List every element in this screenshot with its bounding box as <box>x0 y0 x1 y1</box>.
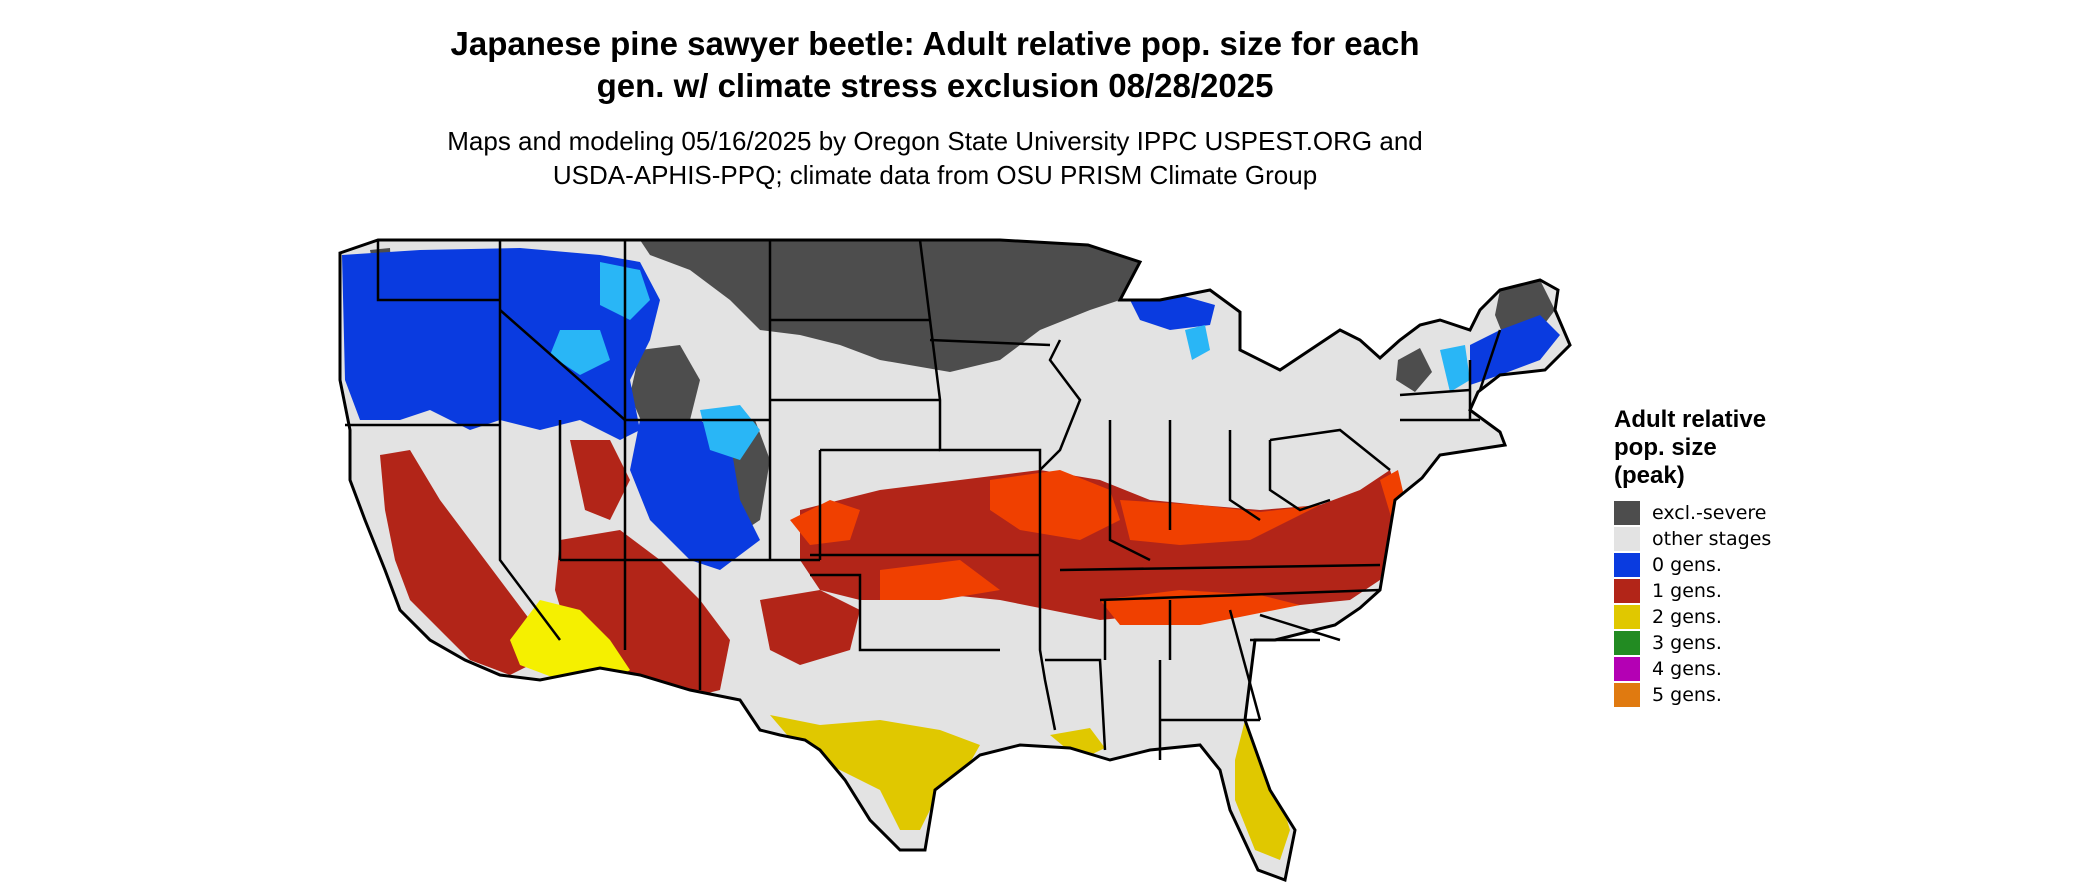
legend-label: 4 gens. <box>1652 658 1722 680</box>
legend-swatch <box>1614 553 1640 577</box>
legend-item-0-gens: 0 gens. <box>1614 552 1771 578</box>
legend-swatch <box>1614 579 1640 603</box>
region-one-gen-bright-oklahoma <box>880 560 1000 600</box>
state-boundaries <box>345 239 1502 760</box>
legend-items: excl.-severe other stages 0 gens. 1 gens… <box>1614 500 1771 708</box>
region-excluded-adirondacks <box>1396 348 1432 392</box>
region-one-gen-texas-panhandle <box>760 590 860 665</box>
region-two-gen-gulf-texas <box>770 715 980 830</box>
legend-label: 2 gens. <box>1652 606 1722 628</box>
legend-label: 1 gens. <box>1652 580 1722 602</box>
legend-swatch <box>1614 631 1640 655</box>
region-zero-gen-colorado <box>630 420 760 570</box>
legend-item-excl-severe: excl.-severe <box>1614 500 1771 526</box>
legend-title-line: (peak) <box>1614 462 1685 489</box>
legend-title-line: pop. size <box>1614 434 1717 461</box>
region-zero-gen-great-lakes <box>1130 295 1215 330</box>
map-subtitle-line-2: USDA-APHIS-PPQ; climate data from OSU PR… <box>552 160 1318 190</box>
map-title-line-1: Japanese pine sawyer beetle: Adult relat… <box>450 25 1420 62</box>
region-excluded-wyoming <box>630 345 700 440</box>
region-one-gen-california <box>380 450 540 675</box>
region-zero-gen-light-new-england <box>1440 345 1470 392</box>
map-subtitle-line-1: Maps and modeling 05/16/2025 by Oregon S… <box>447 126 1423 156</box>
region-one-gen-bright-missouri <box>990 470 1120 540</box>
legend-item-other-stages: other stages <box>1614 526 1771 552</box>
legend-label: excl.-severe <box>1652 502 1767 524</box>
legend-title-line: Adult relative <box>1614 406 1767 433</box>
legend-item-5-gens: 5 gens. <box>1614 682 1771 708</box>
legend-swatch <box>1614 657 1640 681</box>
region-two-gen-florida <box>1235 720 1290 860</box>
region-excluded-north-plains <box>640 240 1140 372</box>
legend-item-1-gens: 1 gens. <box>1614 578 1771 604</box>
legend-swatch <box>1614 527 1640 551</box>
region-one-gen-bright-kansas <box>790 500 860 545</box>
legend-item-4-gens: 4 gens. <box>1614 656 1771 682</box>
legend-item-2-gens: 2 gens. <box>1614 604 1771 630</box>
region-two-gen-louisiana <box>1050 728 1105 760</box>
legend-item-3-gens: 3 gens. <box>1614 630 1771 656</box>
legend-label: 0 gens. <box>1652 554 1722 576</box>
region-zero-gen-new-england <box>1470 315 1560 385</box>
map-legend: Adult relative pop. size (peak) excl.-se… <box>1614 406 1771 708</box>
legend-swatch <box>1614 501 1640 525</box>
legend-label: other stages <box>1652 528 1772 550</box>
legend-swatch <box>1614 683 1640 707</box>
legend-swatch <box>1614 605 1640 629</box>
legend-label: 3 gens. <box>1652 632 1722 654</box>
region-one-gen-utah <box>570 440 630 520</box>
region-zero-gen-light-michigan <box>1185 325 1210 360</box>
legend-title: Adult relative pop. size (peak) <box>1614 406 1771 490</box>
map-title-line-2: gen. w/ climate stress exclusion 08/28/2… <box>596 67 1274 104</box>
legend-label: 5 gens. <box>1652 684 1722 706</box>
